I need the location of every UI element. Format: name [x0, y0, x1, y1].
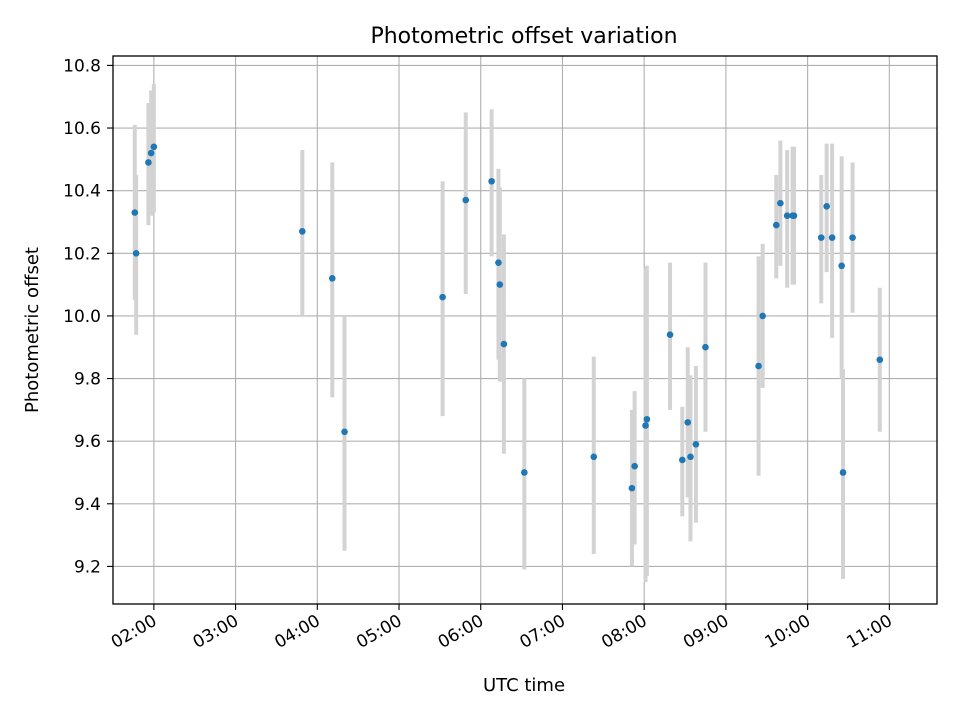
x-axis-label: UTC time	[483, 675, 565, 696]
y-tick-label: 10.0	[63, 307, 101, 327]
data-point	[642, 422, 649, 429]
data-point	[631, 462, 638, 470]
y-tick-label: 9.4	[74, 495, 101, 515]
data-point	[828, 234, 836, 241]
data-point	[495, 259, 502, 266]
data-point	[628, 484, 636, 492]
y-tick-label: 9.6	[74, 432, 101, 452]
data-point	[684, 419, 692, 426]
y-tick-label: 10.8	[63, 56, 101, 76]
y-tick-label: 9.8	[74, 370, 101, 390]
data-point	[147, 149, 155, 157]
data-point	[783, 212, 791, 220]
data-point	[666, 331, 674, 338]
y-tick-label: 10.2	[63, 244, 101, 264]
data-point	[755, 362, 762, 370]
data-point	[462, 196, 470, 204]
data-point	[692, 440, 700, 448]
data-point	[823, 203, 830, 210]
plot-frame	[112, 55, 938, 605]
data-point	[521, 469, 528, 476]
data-point	[839, 469, 847, 476]
data-point	[488, 177, 495, 185]
data-point	[849, 234, 856, 241]
y-tick-label: 9.2	[74, 557, 101, 577]
data-point	[838, 262, 845, 270]
data-point	[150, 143, 158, 151]
y-tick-label: 10.6	[63, 119, 101, 139]
chart-title: Photometric offset variation	[370, 24, 677, 49]
data-point	[341, 428, 348, 436]
data-point	[759, 312, 766, 320]
data-point	[679, 456, 686, 464]
data-point	[132, 249, 140, 257]
data-point	[590, 453, 598, 461]
data-point	[439, 293, 446, 301]
data-point	[817, 234, 825, 241]
data-point	[500, 340, 508, 348]
y-tick-label: 10.4	[63, 182, 101, 202]
data-point	[777, 199, 784, 207]
data-point	[496, 281, 504, 288]
data-point	[328, 275, 336, 282]
data-point	[643, 415, 651, 423]
data-point	[145, 159, 152, 166]
data-point	[299, 228, 306, 235]
data-point	[131, 209, 139, 216]
data-point	[687, 453, 694, 461]
y-axis-ticks: 9.2 9.4 9.6 9.8 10.0 10.2 10.4 10.6 10.8	[63, 56, 113, 577]
data-points	[131, 143, 884, 492]
data-point	[876, 356, 884, 364]
data-point	[772, 221, 780, 229]
data-point	[702, 343, 709, 351]
data-point	[790, 212, 798, 220]
y-axis-label: Photometric offset	[22, 247, 43, 413]
